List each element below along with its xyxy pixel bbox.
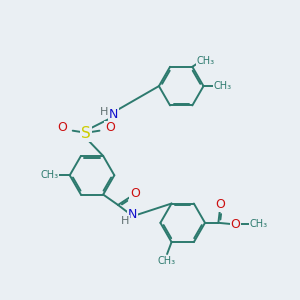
Text: H: H	[121, 216, 129, 226]
Text: N: N	[109, 108, 118, 121]
Text: O: O	[230, 218, 240, 230]
Text: S: S	[81, 126, 91, 141]
Text: O: O	[215, 198, 225, 211]
Text: CH₃: CH₃	[41, 170, 59, 180]
Text: O: O	[57, 121, 67, 134]
Text: CH₃: CH₃	[213, 81, 231, 91]
Text: H: H	[100, 107, 108, 117]
Text: CH₃: CH₃	[196, 56, 214, 66]
Text: CH₃: CH₃	[158, 256, 175, 266]
Text: N: N	[128, 208, 137, 221]
Text: O: O	[105, 121, 115, 134]
Text: O: O	[130, 188, 140, 200]
Text: CH₃: CH₃	[249, 219, 267, 229]
